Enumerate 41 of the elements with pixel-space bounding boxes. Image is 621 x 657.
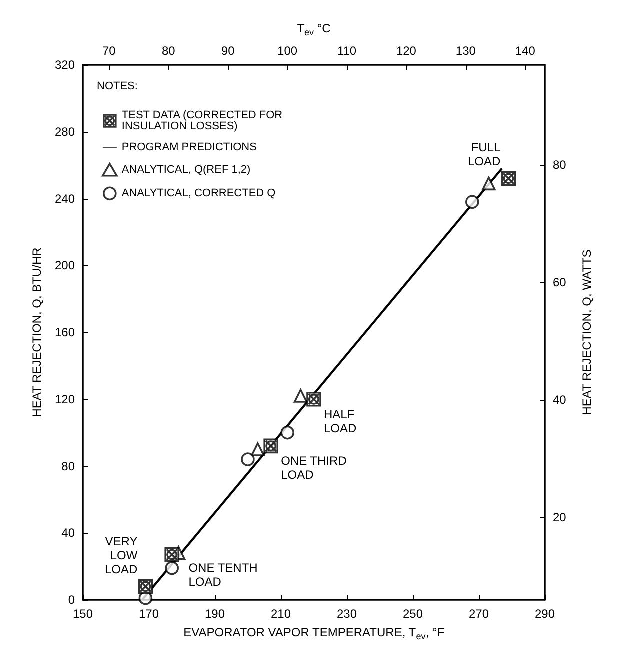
y2-tick-label: 40 (553, 393, 567, 408)
y2-tick-label: 60 (553, 276, 567, 290)
x-tick-label: 170 (138, 607, 160, 621)
x2-tick-label: 70 (102, 44, 116, 58)
y2-tick-label: 20 (553, 510, 567, 525)
annotation: ONE TENTH LOAD (188, 561, 258, 590)
annotation: HALF LOAD (324, 407, 358, 436)
annotation: FULL LOAD (468, 140, 502, 169)
legend-title: NOTES: (97, 80, 138, 92)
legend-label: TEST DATA (CORRECTED FOR INSULATION LOSSES) (122, 110, 283, 132)
x2-tick-label: 100 (278, 44, 298, 58)
x-tick-label: 290 (534, 607, 556, 621)
x2-tick-label: 130 (456, 44, 476, 58)
legend-label: ANALYTICAL, Q(REF 1,2) (122, 164, 251, 176)
x2-tick-label: 90 (221, 44, 236, 58)
x-tick-label: 190 (204, 607, 226, 621)
x2-tick-label: 120 (396, 44, 417, 58)
y-tick-label: 40 (62, 526, 76, 540)
y-tick-label: 320 (54, 58, 76, 72)
x-tick-label: 250 (402, 607, 424, 621)
annotation: ONE THIRD LOAD (281, 454, 348, 482)
y-tick-label: 200 (54, 258, 76, 273)
x-tick-label: 150 (72, 607, 94, 621)
y2-tick-label: 80 (553, 158, 567, 172)
y-tick-label: 280 (54, 124, 76, 139)
x-tick-label: 210 (270, 607, 292, 621)
y-tick-label: 80 (62, 459, 76, 474)
x2-tick-label: 140 (515, 44, 536, 58)
y2-axis-title: HEAT REJECTION, Q, WATTS (580, 250, 594, 416)
legend-label: PROGRAM PREDICTIONS (122, 142, 257, 154)
y-tick-label: 0 (68, 593, 76, 607)
x-tick-label: 230 (336, 607, 358, 621)
y-tick-label: 160 (54, 326, 76, 340)
y-axis-title: HEAT REJECTION, Q, BTU/HR (30, 247, 44, 418)
x-tick-label: 270 (468, 607, 490, 621)
y-tick-label: 240 (54, 192, 76, 206)
x2-tick-label: 80 (162, 44, 176, 58)
y-tick-label: 120 (54, 392, 76, 406)
legend-label: ANALYTICAL, CORRECTED Q (122, 188, 276, 200)
annotation: VERY LOW LOAD (105, 534, 138, 577)
x2-tick-label: 110 (337, 44, 357, 58)
